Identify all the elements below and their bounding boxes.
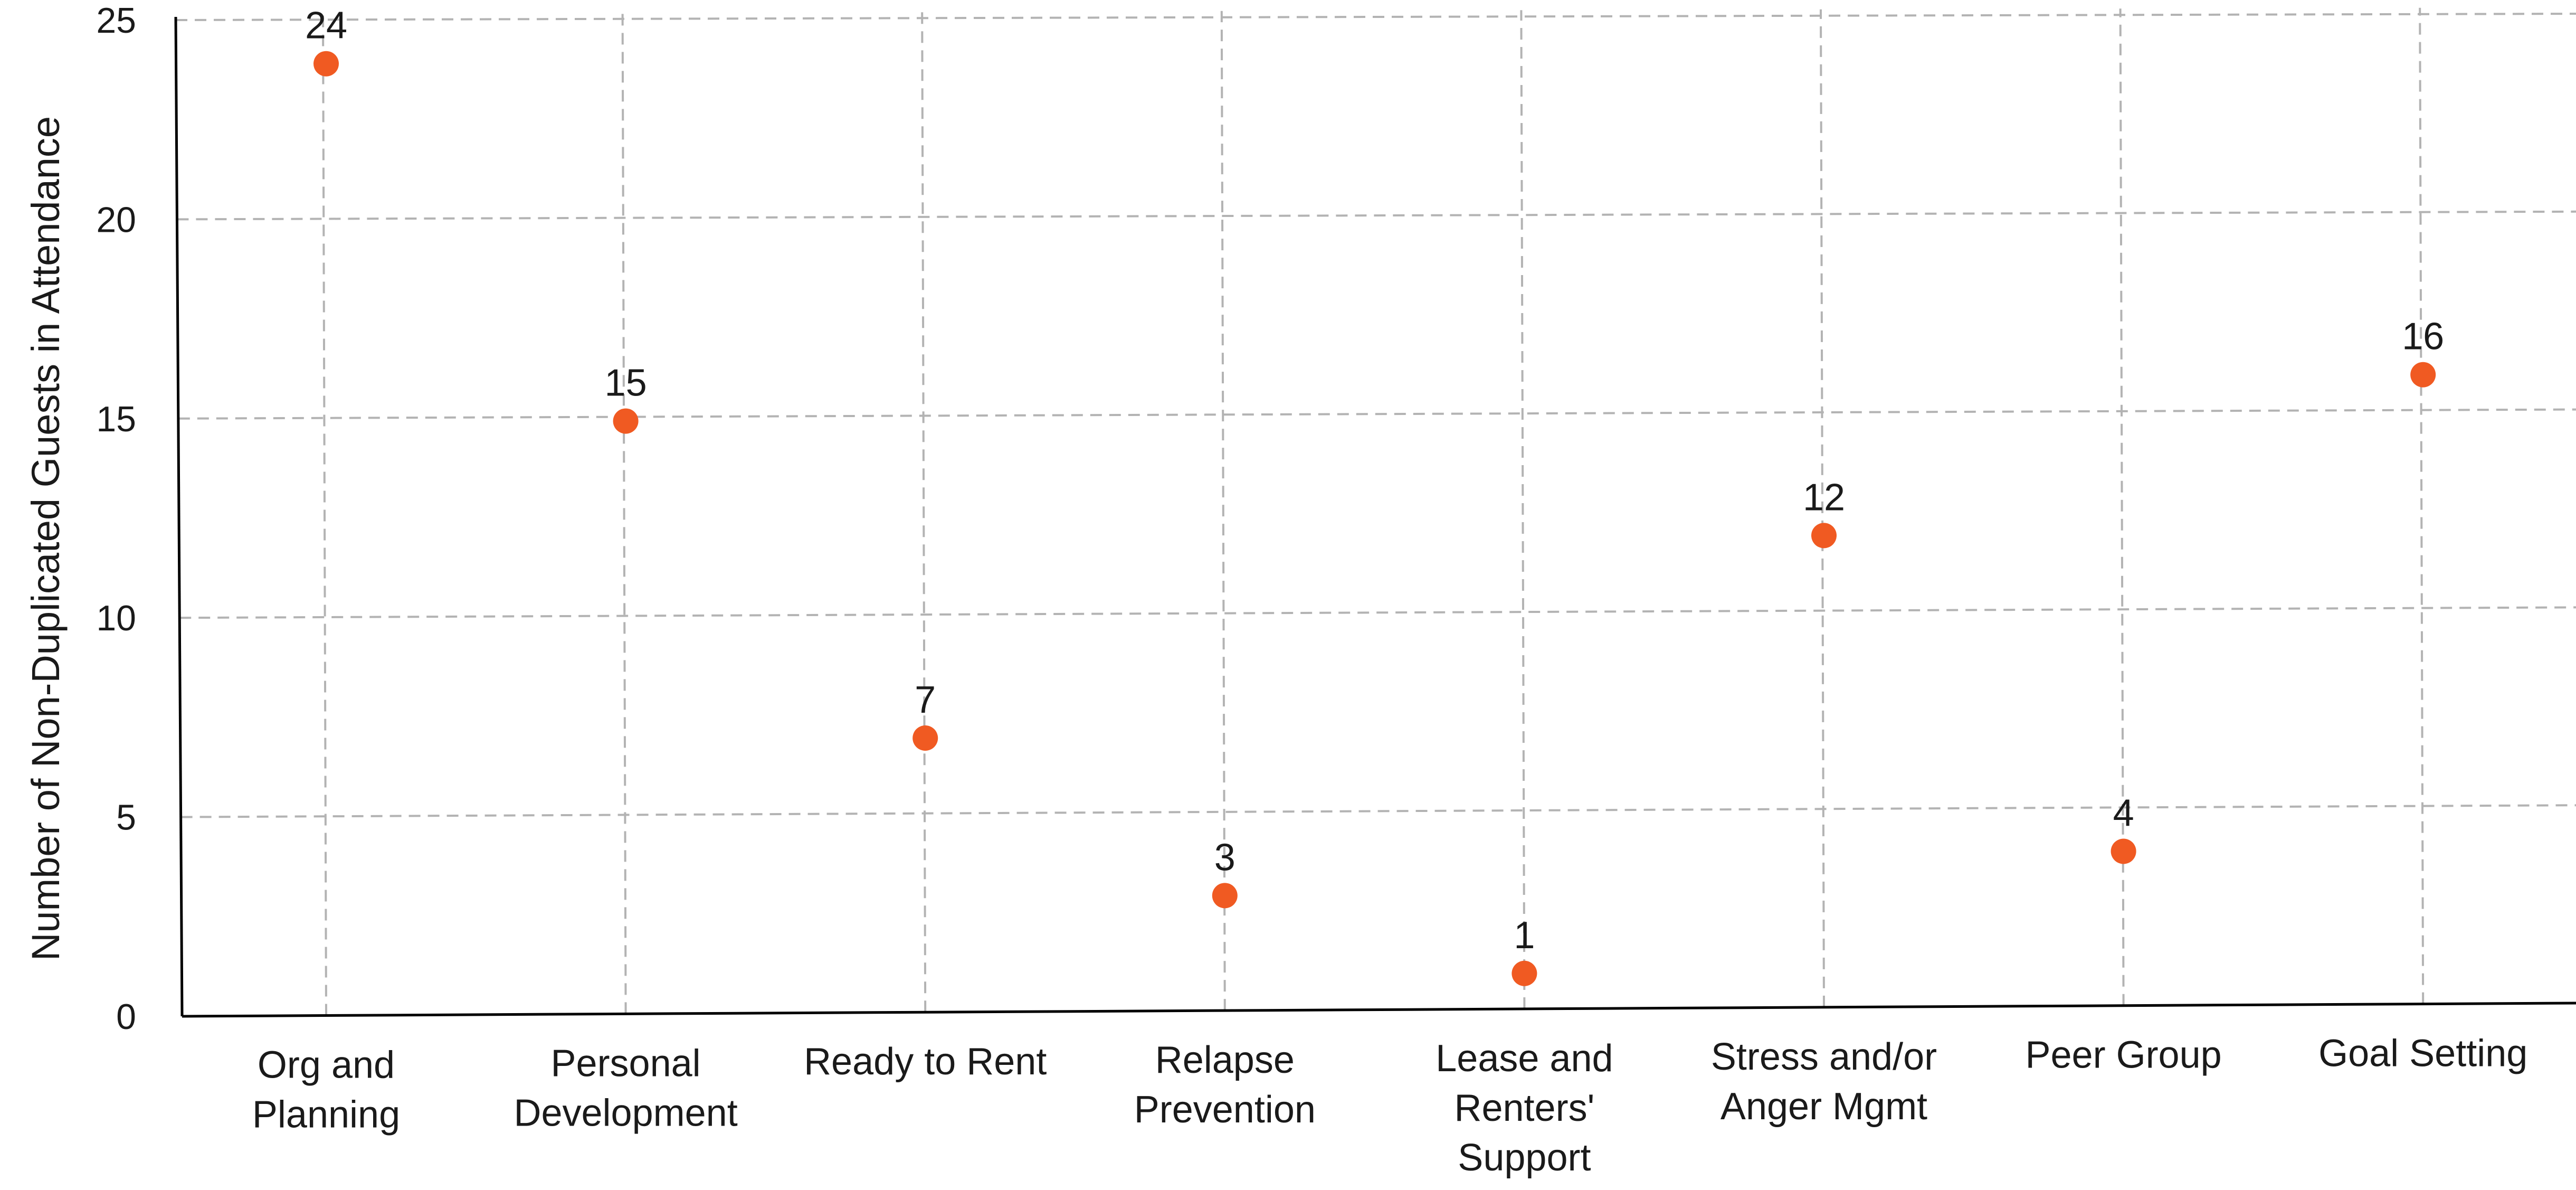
x-tick-label-line: Anger Mgmt: [1720, 1085, 1927, 1128]
x-tick-label-line: Prevention: [1134, 1089, 1316, 1131]
y-axis-line: [174, 16, 184, 1017]
axis-layer: [174, 16, 2576, 1018]
data-label: 3: [1214, 836, 1235, 879]
x-tick-label: Personal Development: [514, 1042, 737, 1134]
gridline-vertical: [1220, 11, 1226, 1011]
x-tick-label-line: Lease and: [1436, 1037, 1613, 1080]
x-tick-label: Relapse Prevention: [1134, 1039, 1316, 1131]
data-point: [1512, 960, 1537, 986]
x-tick-label-line: Personal: [551, 1042, 701, 1084]
gridline-horizontal: [180, 804, 2576, 818]
x-tick-label: Stress and/or Anger Mgmt: [1711, 1036, 1937, 1128]
x-tick-label-line: Development: [514, 1092, 737, 1134]
y-tick-label: 15: [96, 399, 136, 439]
x-tick-label-line: Relapse: [1155, 1039, 1295, 1081]
x-tick-label-line: Org and: [258, 1044, 395, 1086]
grid-layer: [175, 7, 2576, 1016]
y-tick-label: 10: [96, 598, 136, 638]
point-layer: [313, 51, 2436, 986]
y-axis-title: Number of Non-Duplicated Guests in Atten…: [24, 116, 68, 961]
x-tick-label: Ready to Rent: [804, 1041, 1047, 1083]
gridline-vertical: [2119, 8, 2125, 1006]
data-point: [912, 725, 938, 751]
data-label: 12: [1803, 476, 1845, 518]
gridline-horizontal: [177, 210, 2576, 221]
gridline-vertical: [2419, 7, 2425, 1004]
y-tick-label: 20: [96, 200, 136, 240]
x-tick-label: Peer Group: [2025, 1034, 2221, 1076]
gridline-vertical: [921, 12, 927, 1013]
data-label: 4: [2113, 792, 2134, 834]
data-label: 24: [305, 5, 347, 47]
x-tick-label-line: Ready to Rent: [804, 1041, 1047, 1083]
y-tick-label: 25: [96, 1, 136, 41]
x-tick-label-line: Renters': [1454, 1087, 1594, 1129]
gridline-horizontal: [175, 13, 2576, 21]
x-tick-label-line: Planning: [252, 1093, 400, 1136]
data-point: [2410, 362, 2436, 388]
x-axis-line: [182, 1002, 2576, 1018]
data-label: 16: [2402, 316, 2444, 358]
data-label: 15: [605, 362, 647, 404]
data-point: [313, 51, 339, 77]
x-tick-label-line: Peer Group: [2025, 1034, 2221, 1076]
y-tick-label: 0: [116, 997, 136, 1037]
gridline-vertical: [322, 13, 327, 1016]
x-tick-label: Goal Setting: [2318, 1033, 2527, 1075]
data-label: 1: [1514, 914, 1535, 957]
y-tick-label: 5: [116, 798, 136, 838]
gridline-vertical: [1520, 10, 1526, 1009]
gridline-vertical: [621, 12, 627, 1014]
data-point: [613, 408, 639, 434]
data-point: [1811, 523, 1837, 549]
data-point: [2111, 838, 2136, 864]
x-tick-label: Lease and Renters' Support: [1436, 1037, 1613, 1179]
label-layer: 0 5 10 15 20 25 Org and Planning Personal Develop…: [96, 1, 2527, 1179]
x-tick-label-line: Support: [1458, 1137, 1591, 1179]
gridline-horizontal: [178, 408, 2576, 420]
x-tick-label-line: Stress and/or: [1711, 1036, 1937, 1078]
gridline-horizontal: [179, 606, 2576, 619]
gridline-vertical: [1820, 9, 1825, 1007]
x-tick-label: Org and Planning: [252, 1044, 400, 1136]
data-label: 7: [915, 679, 936, 721]
x-tick-label-line: Goal Setting: [2318, 1033, 2527, 1075]
data-point: [1212, 883, 1238, 909]
